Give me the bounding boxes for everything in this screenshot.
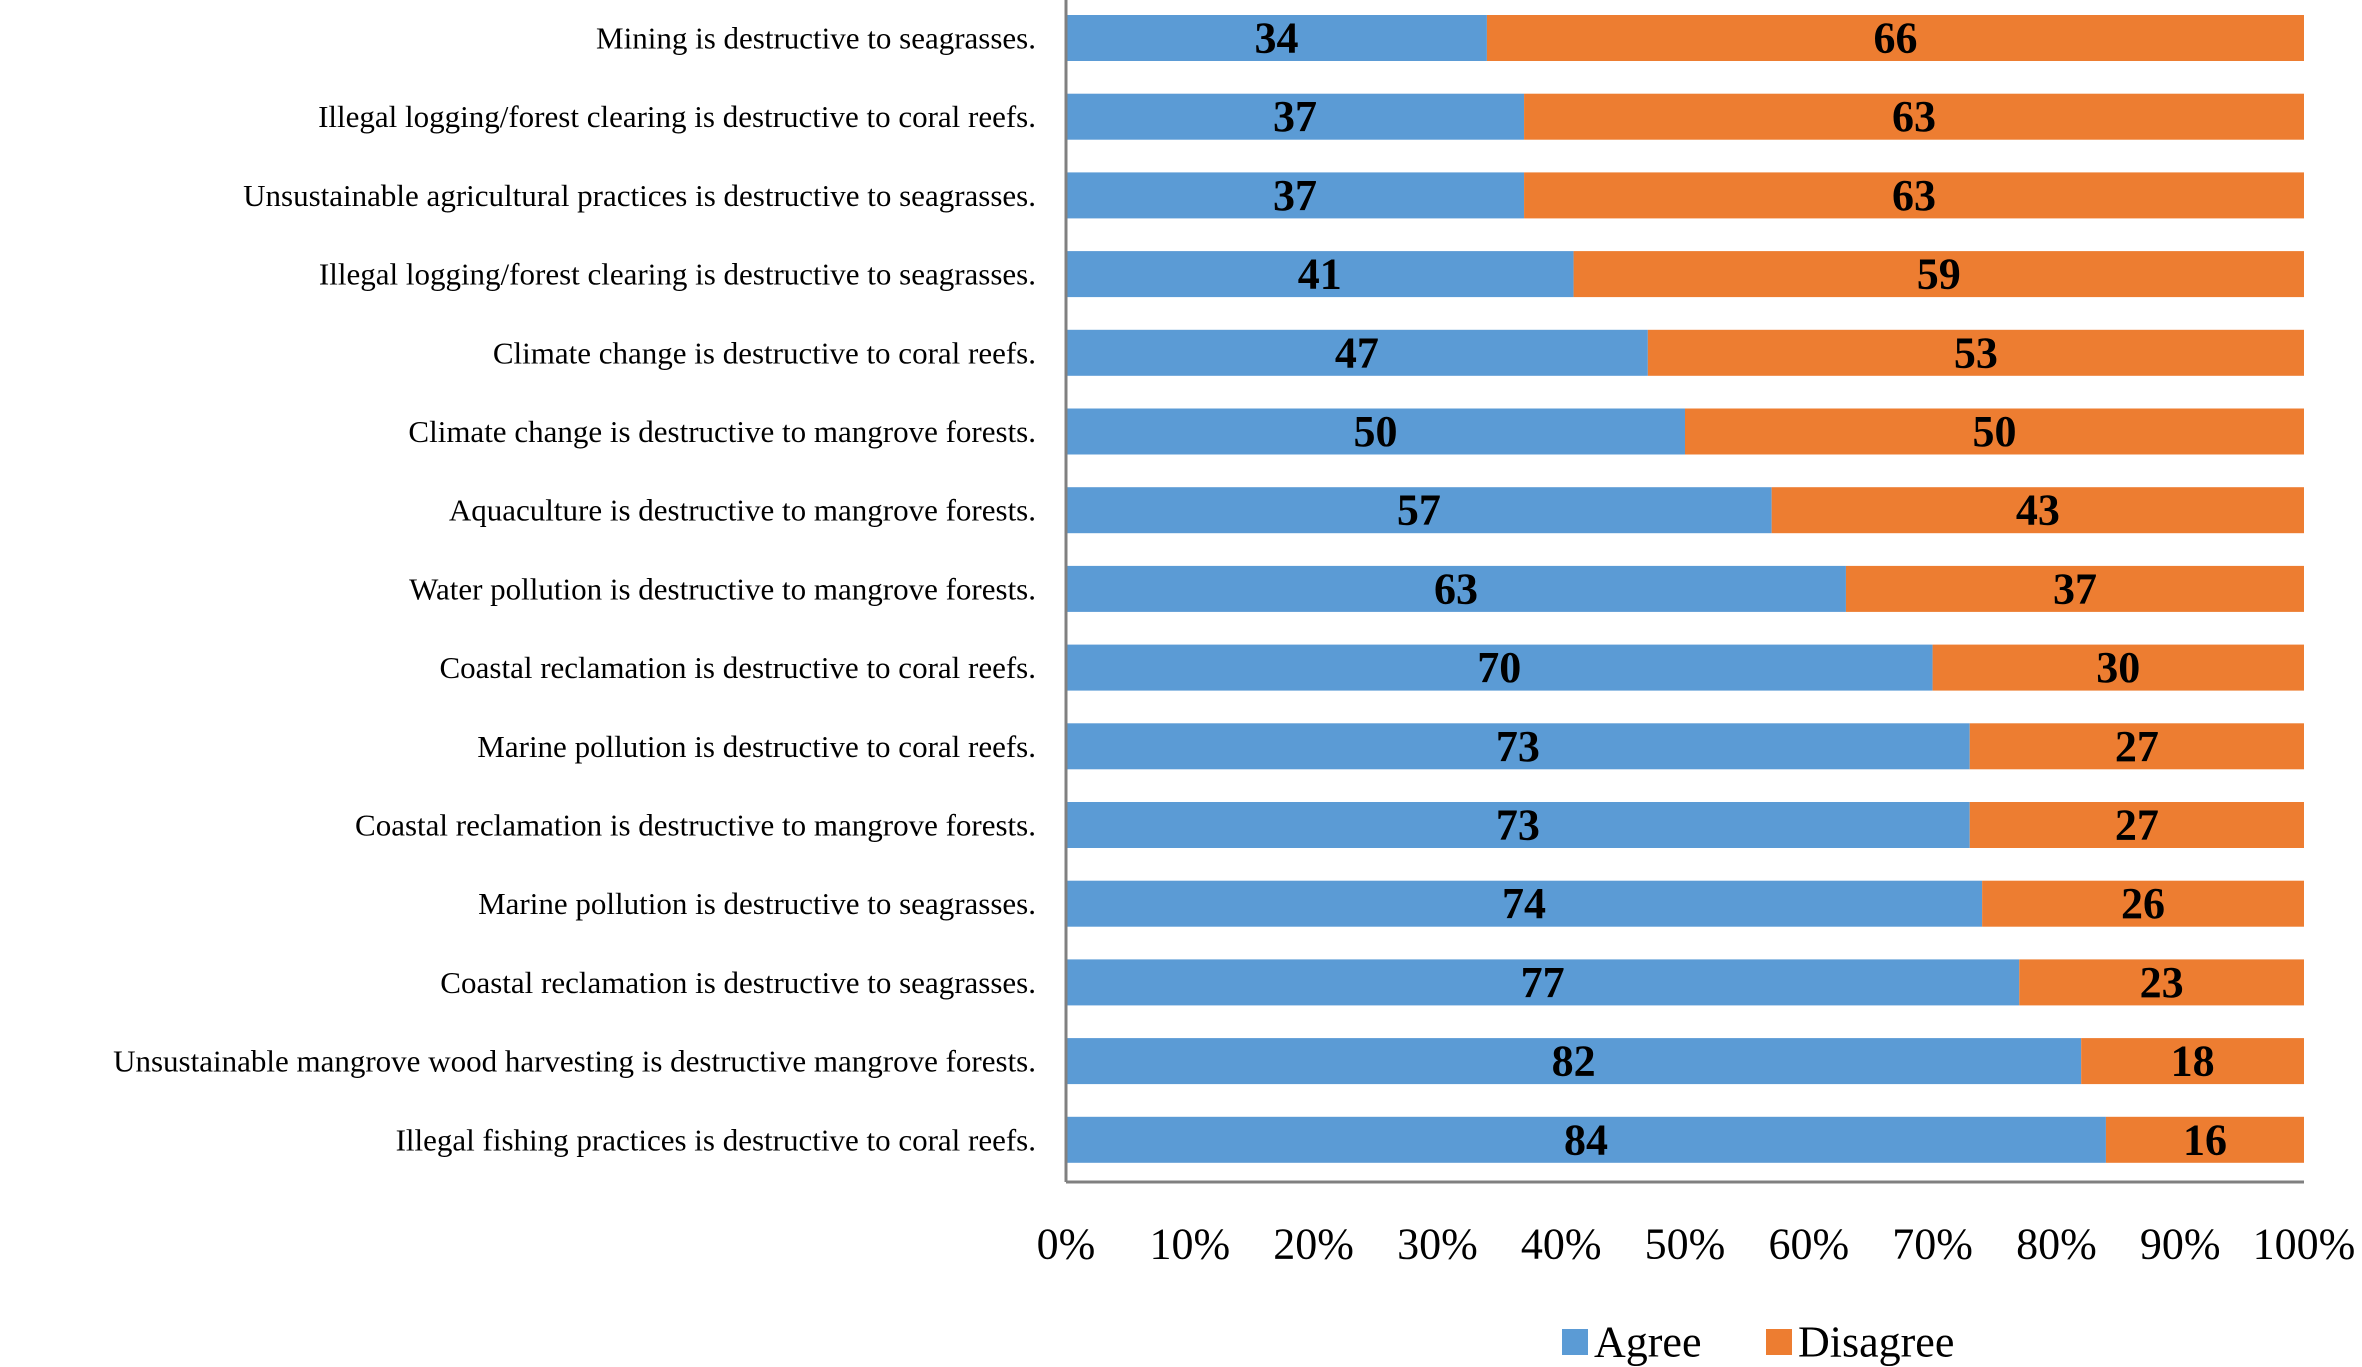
x-tick-label-5: 50% (1645, 1220, 1726, 1269)
category-label-12: Coastal reclamation is destructive to se… (440, 965, 1036, 1000)
value-label-agree-11: 74 (1502, 879, 1546, 928)
x-tick-label-8: 80% (2016, 1220, 2097, 1269)
x-tick-label-6: 60% (1768, 1220, 1849, 1269)
bar-disagree-7 (1845, 565, 2304, 612)
category-labels: Mining is destructive to seagrasses. Ille… (113, 21, 1036, 1158)
x-tick-label-0: 0% (1037, 1220, 1096, 1269)
category-label-14: Illegal fishing practices is destructive… (396, 1122, 1036, 1157)
bar-disagree-8 (1932, 644, 2304, 691)
bar-disagree-14 (2105, 1116, 2304, 1163)
value-label-agree-4: 47 (1335, 328, 1379, 377)
category-label-1: Illegal logging/forest clearing is destr… (318, 99, 1036, 134)
category-label-10: Coastal reclamation is destructive to ma… (355, 808, 1036, 843)
bar-agree-10 (1066, 802, 1970, 848)
bar-disagree-11 (1982, 880, 2304, 927)
bars-group (1066, 15, 2304, 1163)
legend-swatch-agree (1562, 1329, 1588, 1355)
bar-agree-3 (1066, 251, 1574, 298)
bar-disagree-13 (2081, 1038, 2304, 1085)
legend-label-agree: Agree (1594, 1318, 1702, 1367)
value-labels: 34 66 37 63 37 63 41 59 47 53 50 50 57 43 63 37 70 30 73 27… (1254, 14, 2227, 1165)
bar-agree-5 (1066, 408, 1685, 455)
value-label-agree-2: 37 (1273, 171, 1317, 220)
bar-agree-12 (1066, 959, 2020, 1006)
category-label-11: Marine pollution is destructive to seagr… (478, 886, 1036, 921)
x-tick-label-2: 20% (1273, 1220, 1354, 1269)
x-tick-label-9: 90% (2140, 1220, 2221, 1269)
bar-agree-4 (1066, 329, 1648, 376)
x-tick-labels: 0% 10% 20% 30% 40% 50% 60% 70% 80% 90% 100% (1037, 1220, 2356, 1269)
value-label-disagree-11: 26 (2121, 879, 2165, 928)
value-label-disagree-3: 59 (1917, 250, 1961, 299)
bar-agree-11 (1066, 880, 1983, 927)
value-label-agree-0: 34 (1254, 14, 1298, 63)
value-label-agree-6: 57 (1397, 486, 1441, 535)
value-label-disagree-5: 50 (1973, 407, 2017, 456)
x-tick-label-10: 100% (2253, 1220, 2356, 1269)
category-label-4: Climate change is destructive to coral r… (493, 335, 1036, 370)
bar-agree-8 (1066, 644, 1933, 691)
value-label-agree-8: 70 (1477, 643, 1521, 692)
bar-agree-1 (1066, 93, 1525, 140)
value-label-disagree-4: 53 (1954, 328, 1998, 377)
bar-agree-6 (1066, 487, 1772, 534)
value-label-agree-1: 37 (1273, 92, 1317, 141)
x-tick-label-1: 10% (1149, 1220, 1230, 1269)
x-tick-label-3: 30% (1397, 1220, 1478, 1269)
bar-agree-13 (1066, 1038, 2082, 1085)
value-label-disagree-13: 18 (2171, 1037, 2215, 1086)
category-label-6: Aquaculture is destructive to mangrove f… (449, 493, 1036, 528)
category-label-9: Marine pollution is destructive to coral… (477, 729, 1036, 764)
bar-agree-0 (1066, 15, 1487, 61)
bar-agree-2 (1066, 172, 1525, 219)
category-label-7: Water pollution is destructive to mangro… (409, 571, 1036, 606)
bar-disagree-10 (1969, 802, 2304, 848)
bar-agree-14 (1066, 1116, 2106, 1163)
value-label-disagree-7: 37 (2053, 564, 2097, 613)
value-label-disagree-12: 23 (2140, 958, 2184, 1007)
legend: Agree Disagree (1562, 1318, 1954, 1367)
value-label-disagree-10: 27 (2115, 801, 2159, 850)
category-label-8: Coastal reclamation is destructive to co… (439, 650, 1036, 685)
value-label-disagree-14: 16 (2183, 1115, 2227, 1164)
bar-disagree-2 (1524, 172, 2304, 219)
value-label-agree-9: 73 (1496, 722, 1540, 771)
value-label-agree-14: 84 (1564, 1115, 1608, 1164)
value-label-agree-10: 73 (1496, 801, 1540, 850)
legend-swatch-disagree (1766, 1329, 1792, 1355)
bar-disagree-1 (1524, 93, 2304, 140)
legend-label-disagree: Disagree (1798, 1318, 1954, 1367)
bar-disagree-4 (1647, 329, 2304, 376)
value-label-disagree-0: 66 (1873, 14, 1917, 63)
bar-disagree-5 (1685, 408, 2304, 455)
value-label-disagree-2: 63 (1892, 171, 1936, 220)
bar-disagree-6 (1771, 487, 2304, 534)
value-label-agree-5: 50 (1354, 407, 1398, 456)
bar-disagree-0 (1486, 15, 2304, 61)
value-label-disagree-9: 27 (2115, 722, 2159, 771)
x-tick-label-4: 40% (1521, 1220, 1602, 1269)
value-label-agree-12: 77 (1521, 958, 1565, 1007)
value-label-disagree-6: 43 (2016, 486, 2060, 535)
x-tick-label-7: 70% (1892, 1220, 1973, 1269)
category-label-0: Mining is destructive to seagrasses. (596, 21, 1036, 56)
value-label-agree-13: 82 (1552, 1037, 1596, 1086)
value-label-agree-7: 63 (1434, 564, 1478, 613)
bar-disagree-3 (1573, 251, 2304, 298)
value-label-disagree-1: 63 (1892, 92, 1936, 141)
category-label-3: Illegal logging/forest clearing is destr… (319, 257, 1036, 292)
category-label-5: Climate change is destructive to mangrov… (408, 414, 1036, 449)
value-label-disagree-8: 30 (2096, 643, 2140, 692)
category-label-13: Unsustainable mangrove wood harvesting i… (113, 1044, 1036, 1079)
bar-agree-9 (1066, 723, 1970, 770)
bar-disagree-12 (2019, 959, 2304, 1006)
value-label-agree-3: 41 (1298, 250, 1342, 299)
bar-disagree-9 (1969, 723, 2304, 770)
bar-agree-7 (1066, 565, 1846, 612)
category-label-2: Unsustainable agricultural practices is … (243, 178, 1036, 213)
